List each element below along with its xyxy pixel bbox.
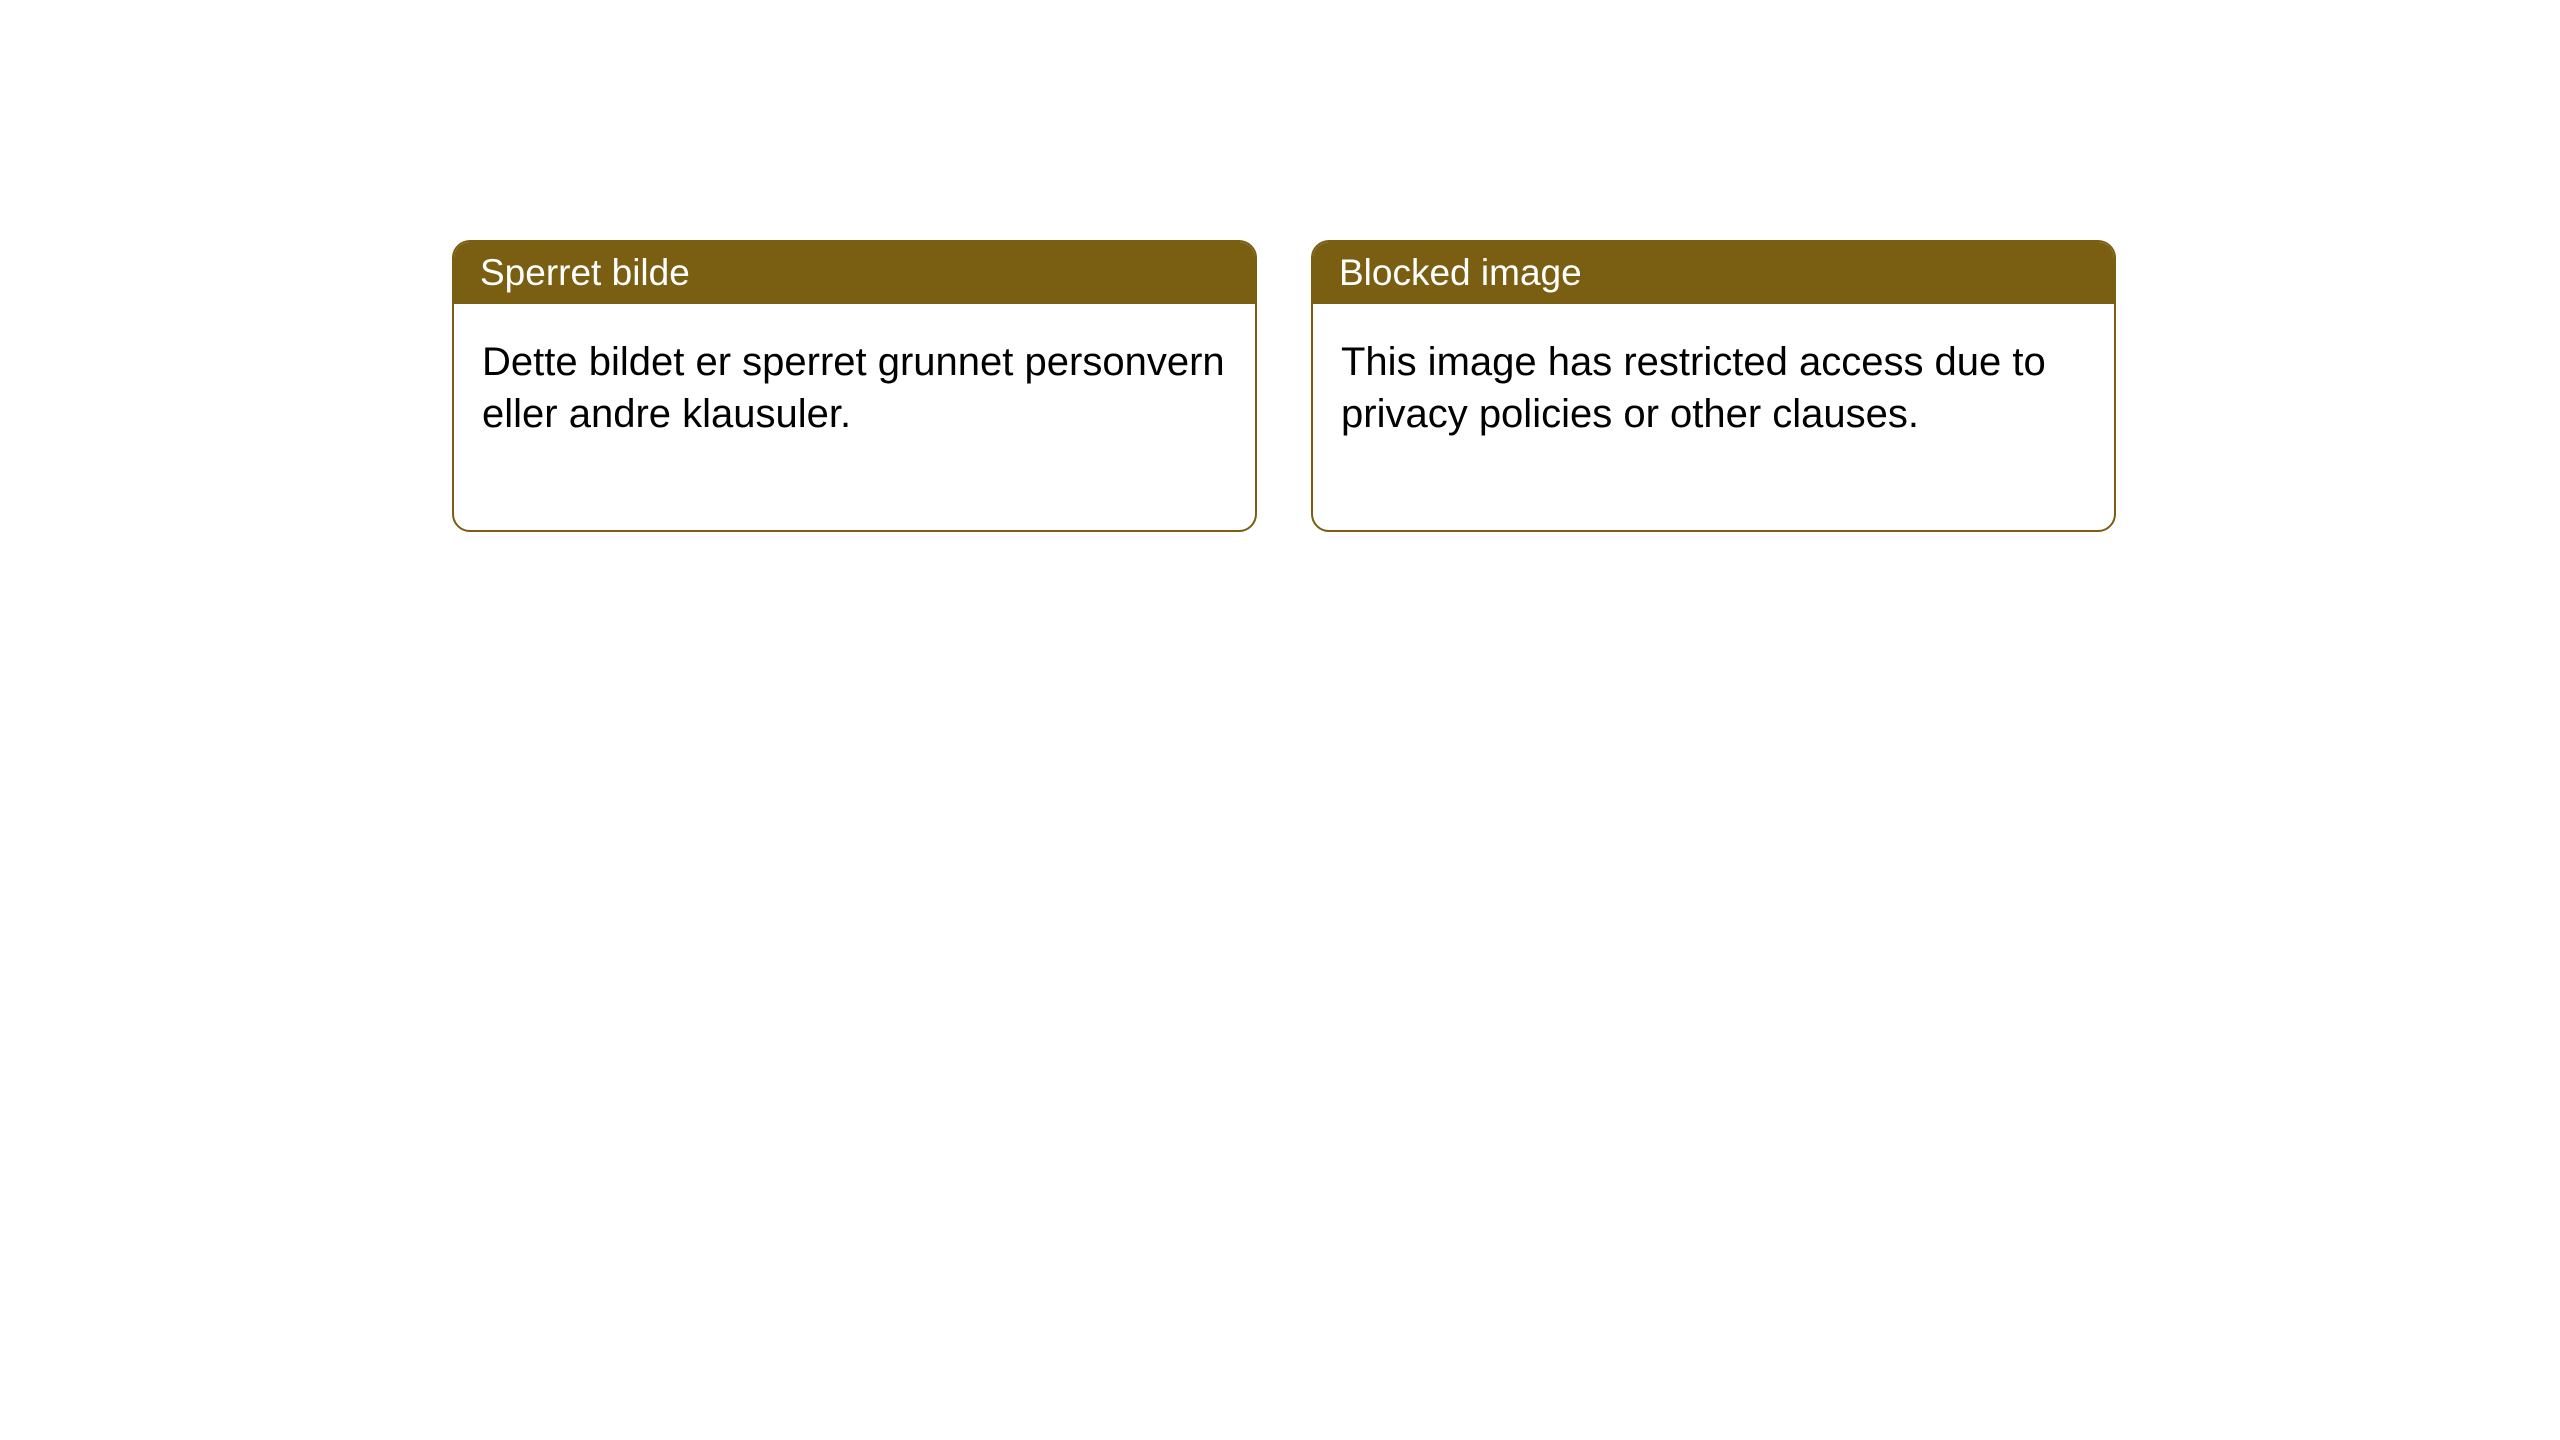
card-header: Blocked image [1313,242,2114,304]
card-title: Blocked image [1339,252,1582,293]
card-body: This image has restricted access due to … [1313,304,2114,530]
notice-card-norwegian: Sperret bilde Dette bildet er sperret gr… [452,240,1257,532]
notice-container: Sperret bilde Dette bildet er sperret gr… [452,240,2116,532]
notice-card-english: Blocked image This image has restricted … [1311,240,2116,532]
card-title: Sperret bilde [480,252,690,293]
card-body-text: Dette bildet er sperret grunnet personve… [482,340,1225,436]
card-body-text: This image has restricted access due to … [1341,340,2046,436]
card-body: Dette bildet er sperret grunnet personve… [454,304,1255,530]
card-header: Sperret bilde [454,242,1255,304]
